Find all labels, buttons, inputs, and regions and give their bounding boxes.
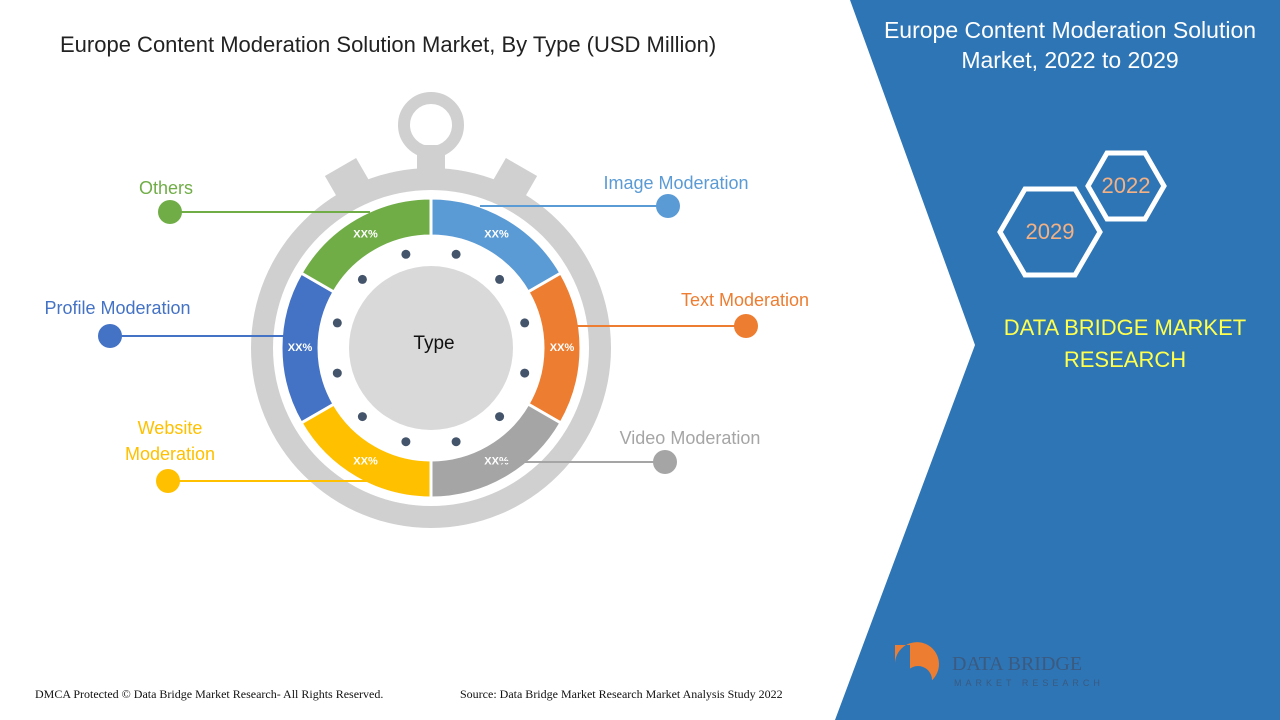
- watch-button: [324, 158, 372, 202]
- leader-dot: [98, 324, 122, 348]
- face-dot: [357, 412, 367, 422]
- segment-value-label: XX%: [288, 342, 313, 354]
- watch-knob: [398, 92, 464, 158]
- watch-button: [490, 158, 538, 202]
- face-dot: [332, 318, 342, 328]
- face-dot: [357, 274, 367, 284]
- segment-label: Profile Moderation: [44, 298, 191, 318]
- logo-mark: [904, 666, 932, 694]
- source: Source: Data Bridge Market Research Mark…: [460, 687, 783, 701]
- copyright: DMCA Protected © Data Bridge Market Rese…: [35, 687, 384, 701]
- segment-label: Others: [138, 178, 194, 198]
- title: Europe Content Moderation Solution Marke…: [60, 32, 717, 57]
- segment-value-label: XX%: [550, 342, 575, 354]
- center-disc: [349, 266, 513, 430]
- hexagon: [1085, 150, 1167, 222]
- face-dot: [520, 368, 530, 378]
- brand: DATA BRIDGE MARKET RESEARCH: [1003, 315, 1247, 372]
- leader-dot: [653, 450, 677, 474]
- panel-title: Europe Content Moderation Solution Marke…: [883, 17, 1257, 73]
- face-dot: [451, 249, 461, 259]
- face-dot: [401, 437, 411, 447]
- face-dot: [332, 368, 342, 378]
- segment-value-label: XX%: [353, 455, 378, 467]
- leader-dot: [158, 200, 182, 224]
- segment-value-label: XX%: [484, 228, 509, 240]
- face-dot: [401, 249, 411, 259]
- leader-dot: [156, 469, 180, 493]
- leader-dot: [734, 314, 758, 338]
- face-dot: [495, 274, 505, 284]
- segment-label: Text Moderation: [680, 290, 810, 310]
- leader-dot: [656, 194, 680, 218]
- segment-label: Image Moderation: [603, 173, 749, 193]
- logo-text: DATA BRIDGE: [952, 653, 1082, 675]
- side-panel: [835, 0, 1280, 720]
- segment-label: Video Moderation: [619, 428, 761, 448]
- year: 2029: [1026, 219, 1075, 244]
- face-dot: [495, 412, 505, 422]
- logo-subtext: MARKET RESEARCH: [954, 678, 1104, 688]
- segment-value-label: XX%: [353, 228, 378, 240]
- center-label: Type: [413, 333, 454, 354]
- segment-value-label: XX%: [484, 455, 509, 467]
- year: 2022: [1102, 173, 1151, 198]
- face-dot: [451, 437, 461, 447]
- hexagon: [997, 186, 1103, 278]
- ring-segment: [299, 196, 433, 295]
- face-dot: [520, 318, 530, 328]
- segment-label: Website Moderation: [124, 418, 216, 464]
